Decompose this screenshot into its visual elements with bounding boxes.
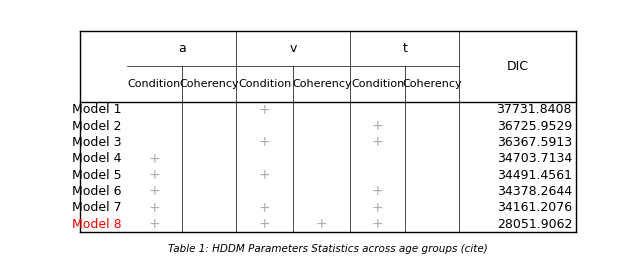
- Text: +: +: [148, 217, 160, 231]
- Text: Model 5: Model 5: [72, 169, 121, 182]
- Text: +: +: [372, 217, 383, 231]
- Text: +: +: [148, 185, 160, 198]
- Text: Model 7: Model 7: [72, 201, 121, 214]
- Text: Model 3: Model 3: [72, 136, 121, 149]
- Text: v: v: [289, 42, 297, 55]
- Text: +: +: [259, 217, 271, 231]
- Text: Coherency: Coherency: [292, 79, 351, 89]
- Text: 37731.8408: 37731.8408: [497, 103, 572, 116]
- Text: 28051.9062: 28051.9062: [497, 218, 572, 231]
- Text: Model 6: Model 6: [72, 185, 121, 198]
- Text: Coherency: Coherency: [179, 79, 239, 89]
- Text: 36367.5913: 36367.5913: [497, 136, 572, 149]
- Text: +: +: [316, 217, 328, 231]
- Text: DIC: DIC: [507, 60, 529, 73]
- Text: 34703.7134: 34703.7134: [497, 152, 572, 165]
- Text: Table 1: HDDM Parameters Statistics across age groups (cite): Table 1: HDDM Parameters Statistics acro…: [168, 244, 488, 254]
- Text: +: +: [259, 168, 271, 182]
- Text: 34161.2076: 34161.2076: [497, 201, 572, 214]
- Text: +: +: [148, 152, 160, 166]
- Text: Condition: Condition: [351, 79, 404, 89]
- Text: +: +: [259, 135, 271, 150]
- Text: Model 1: Model 1: [72, 103, 121, 116]
- Text: t: t: [403, 42, 407, 55]
- Text: Model 2: Model 2: [72, 120, 121, 133]
- Text: 34491.4561: 34491.4561: [497, 169, 572, 182]
- Text: Model 8: Model 8: [72, 218, 121, 231]
- Text: +: +: [372, 119, 383, 133]
- Text: 34378.2644: 34378.2644: [497, 185, 572, 198]
- Text: +: +: [148, 201, 160, 215]
- Text: +: +: [148, 168, 160, 182]
- Text: 36725.9529: 36725.9529: [497, 120, 572, 133]
- Text: +: +: [372, 135, 383, 150]
- Text: +: +: [259, 201, 271, 215]
- Text: a: a: [178, 42, 186, 55]
- Text: +: +: [372, 185, 383, 198]
- Text: Condition: Condition: [128, 79, 181, 89]
- Text: Condition: Condition: [238, 79, 291, 89]
- Text: Model 4: Model 4: [72, 152, 121, 165]
- Text: +: +: [372, 201, 383, 215]
- Text: +: +: [259, 103, 271, 117]
- Text: Coherency: Coherency: [403, 79, 462, 89]
